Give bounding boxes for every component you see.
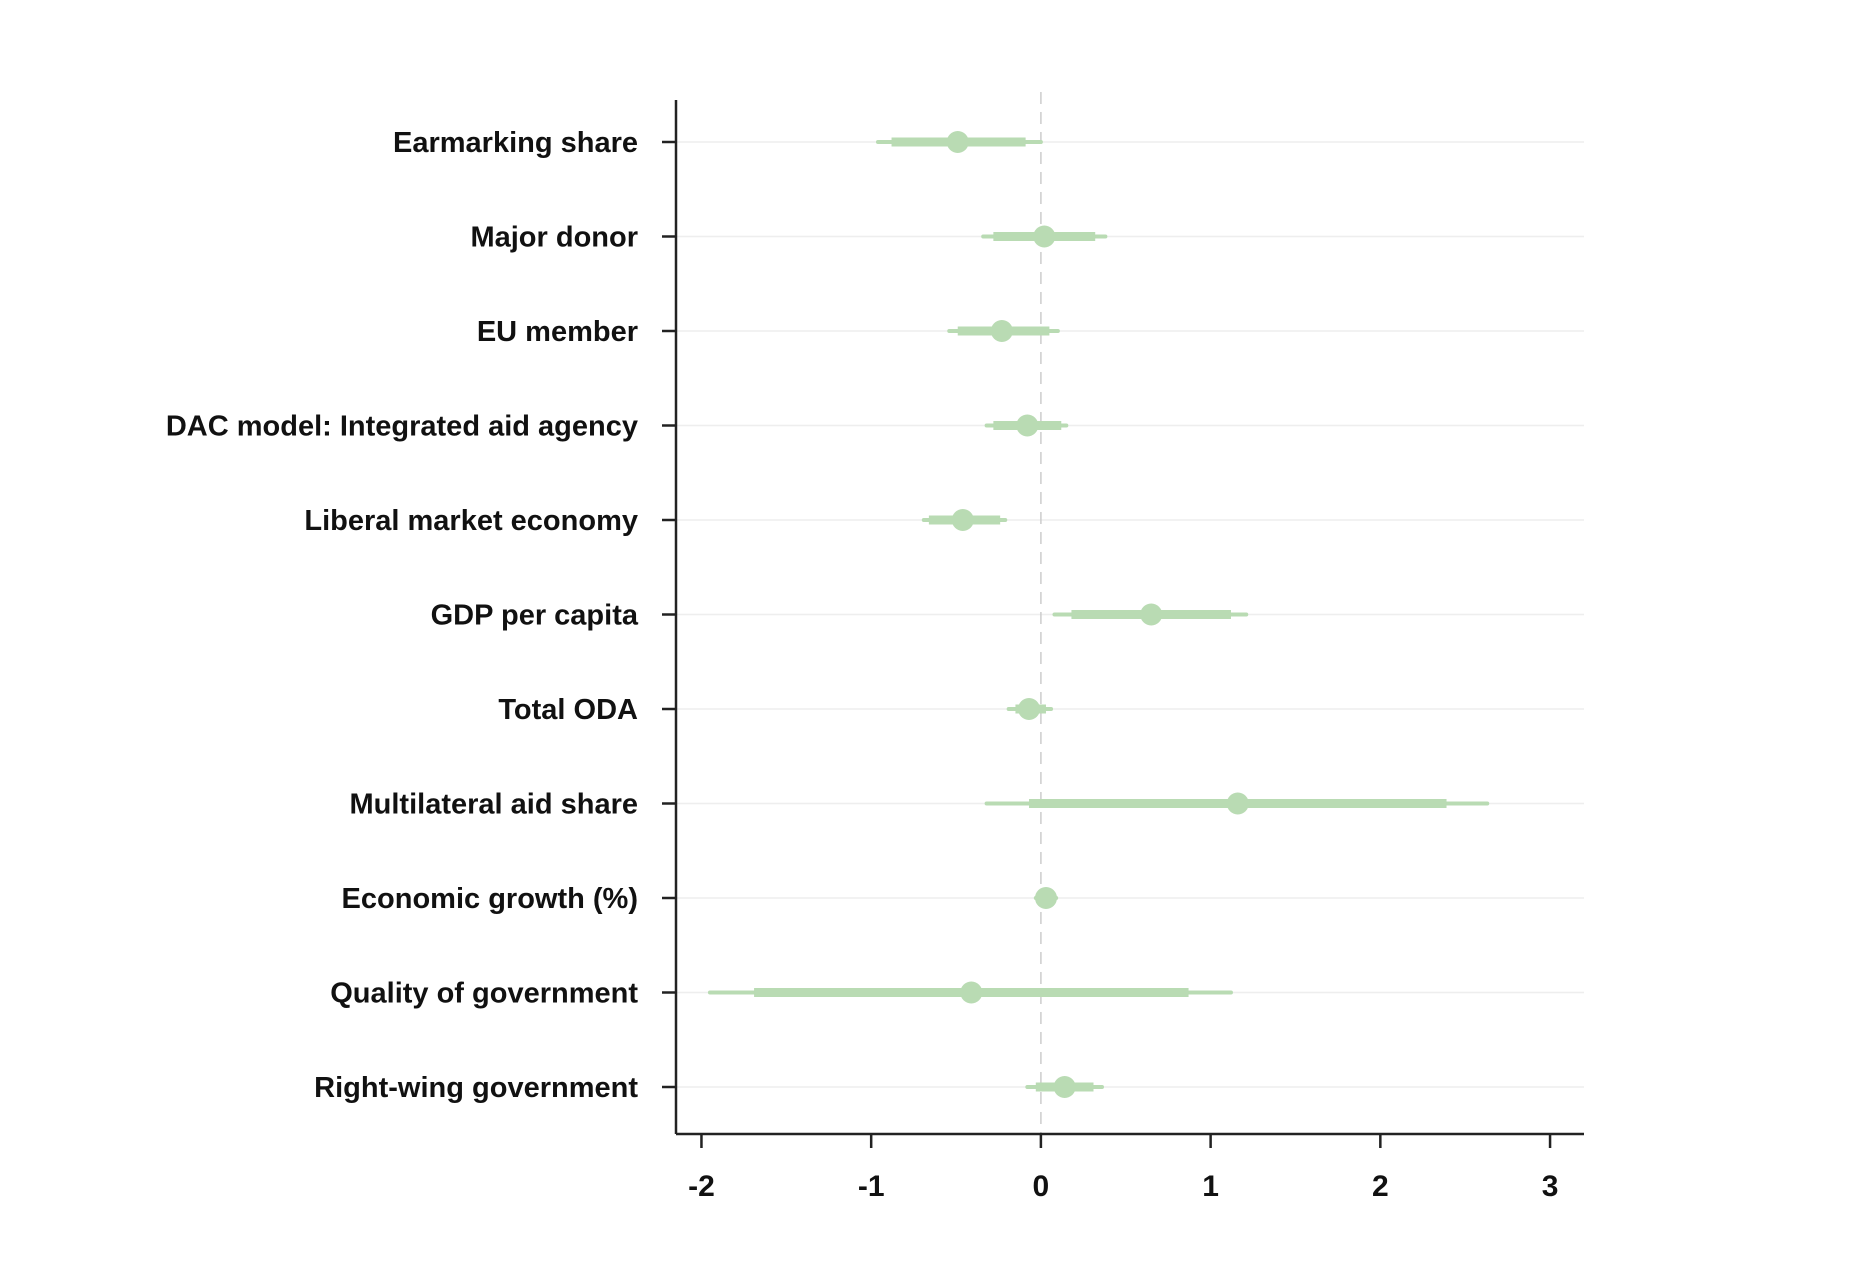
row-label: Earmarking share [393,127,638,159]
axes [662,100,1584,1148]
row-label: EU member [477,316,638,348]
estimate-point [1033,225,1056,248]
estimate-point [946,131,969,153]
row-label: Economic growth (%) [342,883,638,915]
estimate-point [960,981,983,1004]
estimate-point [1053,1076,1076,1098]
estimate-layer [946,131,1249,1098]
estimate-point [1034,887,1057,909]
row-label: Quality of government [330,978,638,1010]
estimate-point [951,509,974,531]
estimate-point [1140,603,1163,626]
row-label: Total ODA [498,694,638,726]
row-label: GDP per capita [431,600,639,632]
x-tick-label: -1 [858,1170,885,1203]
x-tick-label: -2 [688,1170,715,1203]
label-layer: -2 -1 0 1 2 3 Earmarking share Major donor EU me… [166,127,1559,1203]
row-label: Multilateral aid share [350,789,639,821]
estimate-point [1016,414,1039,437]
estimate-point [990,320,1013,342]
row-label: DAC model: Integrated aid agency [166,411,638,443]
x-tick-label: 1 [1202,1170,1219,1203]
x-tick-label: 3 [1542,1170,1559,1203]
estimate-point [1018,698,1041,720]
row-label: Right-wing government [314,1072,638,1104]
row-label: Liberal market economy [304,505,638,537]
x-tick-label: 0 [1033,1170,1050,1203]
row-label: Major donor [470,222,638,254]
estimate-point [1226,792,1249,815]
x-tick-label: 2 [1372,1170,1389,1203]
